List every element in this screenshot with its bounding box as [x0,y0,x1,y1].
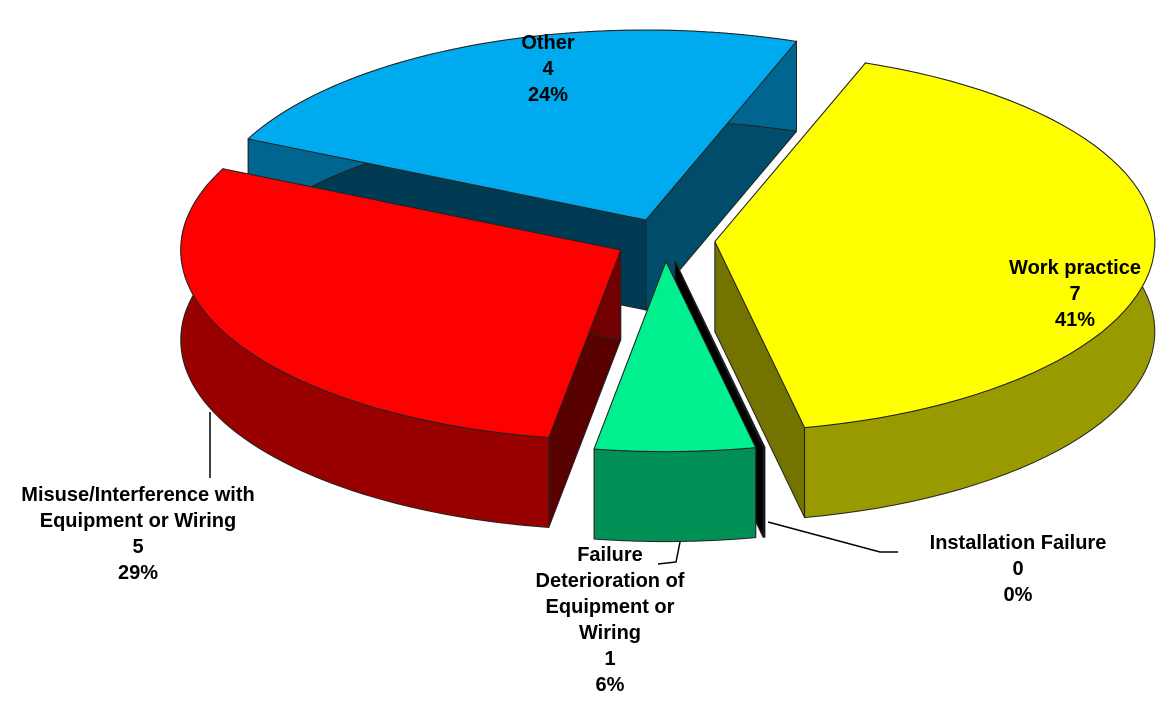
slice [593,260,757,543]
data-label: Misuse/Interference with Equipment or Wi… [3,482,273,586]
slice-wall [593,447,757,543]
data-label: Other 4 24% [448,30,648,108]
label-percent: 41% [1054,309,1096,331]
slice-top [674,260,766,448]
slice-top [714,62,1156,429]
label-value: 7 [1069,283,1081,305]
data-label: Installation Failure 0 0% [888,530,1148,608]
data-label: Failure Deterioration of Equipment or Wi… [515,542,705,698]
data-label: Work practice 7 41% [965,255,1174,333]
label-percent: 29% [117,562,159,584]
label-category: Other [521,32,575,54]
slice [180,167,622,529]
label-percent: 24% [527,84,569,106]
label-category: Installation Failure [929,532,1107,554]
slice-top [180,168,622,439]
label-category: Misuse/Interference with Equipment or Wi… [21,484,255,532]
label-percent: 0% [1003,584,1033,606]
label-value: 4 [542,58,554,80]
label-percent: 6% [595,674,625,696]
slice-wall [762,446,766,538]
label-value: 5 [132,536,144,558]
slice [714,61,1156,519]
label-category: Failure Deterioration of Equipment or Wi… [535,544,685,644]
label-value: 0 [1012,558,1024,580]
slice-top [593,260,757,453]
slice-top [247,29,798,221]
label-value: 1 [604,648,616,670]
leader-line [767,521,898,553]
label-category: Work practice [1009,257,1141,279]
